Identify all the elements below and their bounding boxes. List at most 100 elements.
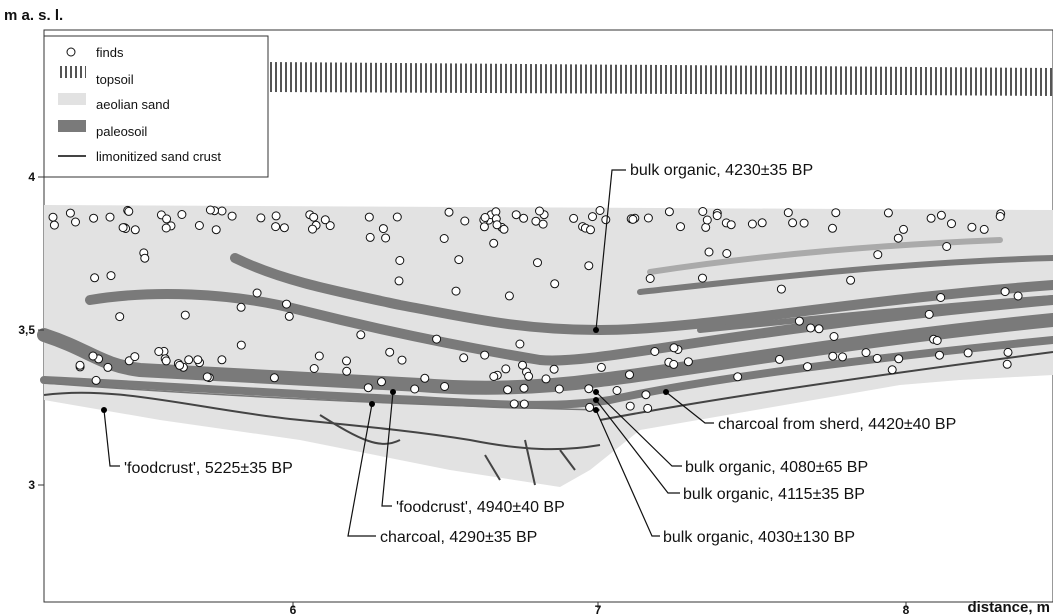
find [525, 372, 533, 380]
find [884, 209, 892, 217]
x-tick-label: 8 [903, 603, 910, 616]
find [119, 224, 127, 232]
find [520, 384, 528, 392]
find [106, 213, 114, 221]
find [310, 365, 318, 373]
find [980, 225, 988, 233]
find [777, 285, 785, 293]
find [550, 365, 558, 373]
find [104, 363, 112, 371]
find [504, 386, 512, 394]
find [185, 356, 193, 364]
legend-label: finds [96, 45, 124, 60]
find [433, 335, 441, 343]
find [445, 208, 453, 216]
find [1014, 292, 1022, 300]
find [237, 303, 245, 311]
find [512, 211, 520, 219]
find [379, 225, 387, 233]
find [727, 221, 735, 229]
find [107, 272, 115, 280]
find [847, 276, 855, 284]
x-tick-label: 7 [595, 603, 602, 616]
find [280, 224, 288, 232]
find [490, 373, 498, 381]
find [585, 385, 593, 393]
find [500, 225, 508, 233]
find [748, 220, 756, 228]
find [131, 226, 139, 234]
find [237, 341, 245, 349]
find [272, 223, 280, 231]
find [597, 363, 605, 371]
find [670, 344, 678, 352]
find [155, 348, 163, 356]
find [699, 208, 707, 216]
find [927, 214, 935, 222]
find [520, 400, 528, 408]
find [162, 224, 170, 232]
find [195, 222, 203, 230]
find [366, 233, 374, 241]
find [937, 211, 945, 219]
find [50, 221, 58, 229]
find [461, 217, 469, 225]
find [832, 209, 840, 217]
find [396, 257, 404, 265]
find [937, 294, 945, 302]
find [1003, 360, 1011, 368]
find [589, 213, 597, 221]
find [795, 317, 803, 325]
find [257, 214, 265, 222]
find [862, 349, 870, 357]
find [92, 376, 100, 384]
find [89, 352, 97, 360]
find [343, 357, 351, 365]
find [644, 214, 652, 222]
find [480, 223, 488, 231]
find [519, 361, 527, 369]
find [651, 348, 659, 356]
find [452, 287, 460, 295]
find [203, 373, 211, 381]
legend-label: limonitized sand crust [96, 149, 221, 164]
find [131, 353, 139, 361]
find [357, 331, 365, 339]
find [626, 371, 634, 379]
find [516, 340, 524, 348]
find [933, 337, 941, 345]
find [228, 212, 236, 220]
x-axis-label: distance, m [967, 599, 1050, 616]
find [272, 212, 280, 220]
find [1001, 288, 1009, 296]
find [602, 216, 610, 224]
find [162, 357, 170, 365]
find [343, 367, 351, 375]
find [873, 354, 881, 362]
annotation: 'foodcrust', 5225±35 BP [124, 460, 293, 477]
find [218, 207, 226, 215]
find [505, 292, 513, 300]
find [460, 354, 468, 362]
find [705, 248, 713, 256]
x-tick-label: 6 [290, 603, 297, 616]
find [49, 213, 57, 221]
legend-label: aeolian sand [96, 97, 170, 112]
find [626, 402, 634, 410]
annotation: charcoal from sherd, 4420±40 BP [718, 416, 956, 433]
find [382, 234, 390, 242]
find [1004, 348, 1012, 356]
find [440, 235, 448, 243]
find [178, 211, 186, 219]
find [758, 219, 766, 227]
find [421, 374, 429, 382]
find [677, 223, 685, 231]
find [194, 356, 202, 364]
find [309, 225, 317, 233]
find [395, 277, 403, 285]
find [646, 275, 654, 283]
find [800, 219, 808, 227]
find [703, 216, 711, 224]
find [586, 403, 594, 411]
annotation: bulk organic, 4030±130 BP [663, 529, 855, 546]
